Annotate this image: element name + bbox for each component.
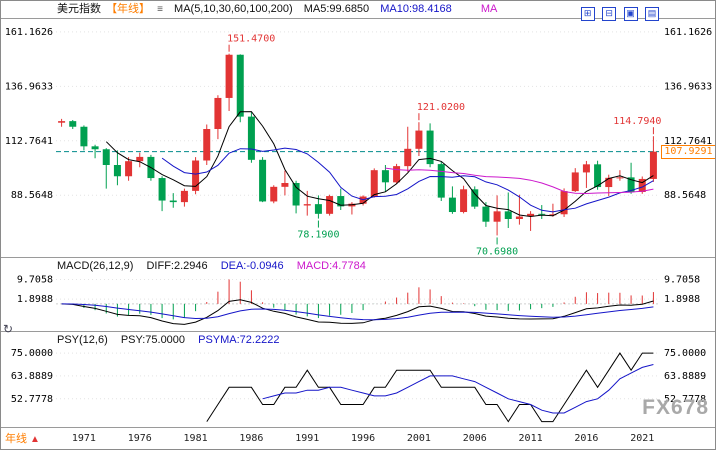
- psyma-value: PSYMA:72.2222: [198, 334, 280, 346]
- svg-text:136.9633: 136.9633: [664, 81, 712, 92]
- svg-text:88.5648: 88.5648: [11, 190, 53, 201]
- ma10-value-label: MA10:98.4168: [380, 3, 452, 15]
- svg-text:63.8889: 63.8889: [664, 371, 706, 382]
- svg-text:136.9633: 136.9633: [5, 81, 53, 92]
- period-footer-label[interactable]: 年线: [5, 433, 27, 445]
- grid-view-button[interactable]: ▣: [623, 7, 638, 21]
- svg-text:161.1626: 161.1626: [664, 27, 712, 38]
- svg-text:75.0000: 75.0000: [11, 348, 53, 359]
- svg-text:2021: 2021: [630, 433, 654, 444]
- axis-labels: 161.1626 161.1626 136.9633 136.9633 112.7641…: [5, 27, 712, 405]
- svg-text:75.0000: 75.0000: [664, 348, 706, 359]
- svg-text:1981: 1981: [184, 433, 208, 444]
- svg-text:1996: 1996: [351, 433, 375, 444]
- psy-header: PSY(12,6) PSY:75.0000 PSYMA:72.2222: [57, 334, 289, 348]
- svg-text:78.1900: 78.1900: [297, 230, 339, 241]
- svg-text:70.6980: 70.6980: [476, 246, 518, 257]
- ma30-value-label: MA: [480, 3, 498, 15]
- instrument-title[interactable]: 美元指数: [57, 3, 101, 15]
- zoom-out-button[interactable]: ⊟: [602, 7, 617, 21]
- svg-text:1.8988: 1.8988: [17, 294, 53, 305]
- svg-text:2016: 2016: [574, 433, 598, 444]
- svg-text:9.7058: 9.7058: [17, 275, 53, 286]
- macd-bar-value: MACD:4.7784: [296, 260, 366, 272]
- svg-text:1971: 1971: [72, 433, 96, 444]
- gridlines: [56, 31, 659, 400]
- panel-divider: [1, 257, 715, 258]
- last-price-tag: 107.9291: [661, 144, 715, 159]
- indicator-cycle-icon[interactable]: ↻: [3, 322, 14, 336]
- ma-lines: [105, 111, 654, 218]
- svg-text:2006: 2006: [463, 433, 487, 444]
- svg-text:2011: 2011: [519, 433, 543, 444]
- ma5-value-label: MA5:99.6850: [303, 3, 370, 15]
- zoom-in-button[interactable]: ⊞: [580, 7, 595, 21]
- svg-text:9.7058: 9.7058: [664, 275, 700, 286]
- up-arrow-icon: ▲: [30, 434, 40, 445]
- svg-text:1.8988: 1.8988: [664, 294, 700, 305]
- panel-divider: [1, 18, 715, 19]
- svg-text:1976: 1976: [128, 433, 152, 444]
- watermark-logo: FX678: [642, 396, 709, 419]
- macd-panel: [56, 279, 659, 325]
- svg-text:121.0200: 121.0200: [417, 102, 465, 113]
- psy-panel: [206, 352, 654, 423]
- period-tag[interactable]: 【年线】: [106, 3, 151, 15]
- svg-text:63.8889: 63.8889: [11, 371, 53, 382]
- svg-text:161.1626: 161.1626: [5, 27, 53, 38]
- x-axis-ticks: 1971 1976 1981 1986 1991 1996 2001 2006 2011 2016…: [72, 433, 654, 444]
- macd-params-label[interactable]: MACD(26,12,9): [57, 260, 134, 272]
- candlesticks: [58, 53, 657, 236]
- period-footer[interactable]: 年线 ▲: [5, 430, 40, 446]
- svg-text:151.4700: 151.4700: [227, 34, 275, 45]
- panel-divider: [1, 427, 715, 428]
- fullscreen-button[interactable]: ▤: [645, 7, 659, 21]
- svg-text:52.7778: 52.7778: [664, 394, 706, 405]
- svg-text:112.7641: 112.7641: [5, 136, 53, 147]
- psy-value: PSY:75.0000: [120, 334, 186, 346]
- panel-divider: [1, 331, 715, 332]
- chart-header: 美元指数 【年线】 ≡ MA(5,10,30,60,100,200) MA5:9…: [1, 1, 715, 18]
- ma-settings-label: MA(5,10,30,60,100,200): [174, 3, 293, 15]
- svg-text:88.5648: 88.5648: [664, 190, 706, 201]
- svg-text:112.7641: 112.7641: [664, 136, 712, 147]
- svg-text:2001: 2001: [407, 433, 431, 444]
- macd-dea-value: DEA:-0.0946: [220, 260, 284, 272]
- psy-params-label[interactable]: PSY(12,6): [57, 334, 108, 346]
- svg-text:114.7940: 114.7940: [613, 116, 661, 127]
- indicator-menu-icon[interactable]: ≡: [157, 4, 163, 15]
- svg-text:1986: 1986: [239, 433, 263, 444]
- chart-toolbar: ⊞ ⊟ ▣ ▤: [578, 3, 659, 21]
- price-annotations: 151.4700 121.0200 114.7940 78.1900 70.6980: [227, 34, 661, 258]
- svg-text:1991: 1991: [295, 433, 319, 444]
- macd-header: MACD(26,12,9) DIFF:2.2946 DEA:-0.0946 MA…: [57, 260, 376, 274]
- macd-diff-value: DIFF:2.2946: [146, 260, 208, 272]
- svg-text:52.7778: 52.7778: [11, 394, 53, 405]
